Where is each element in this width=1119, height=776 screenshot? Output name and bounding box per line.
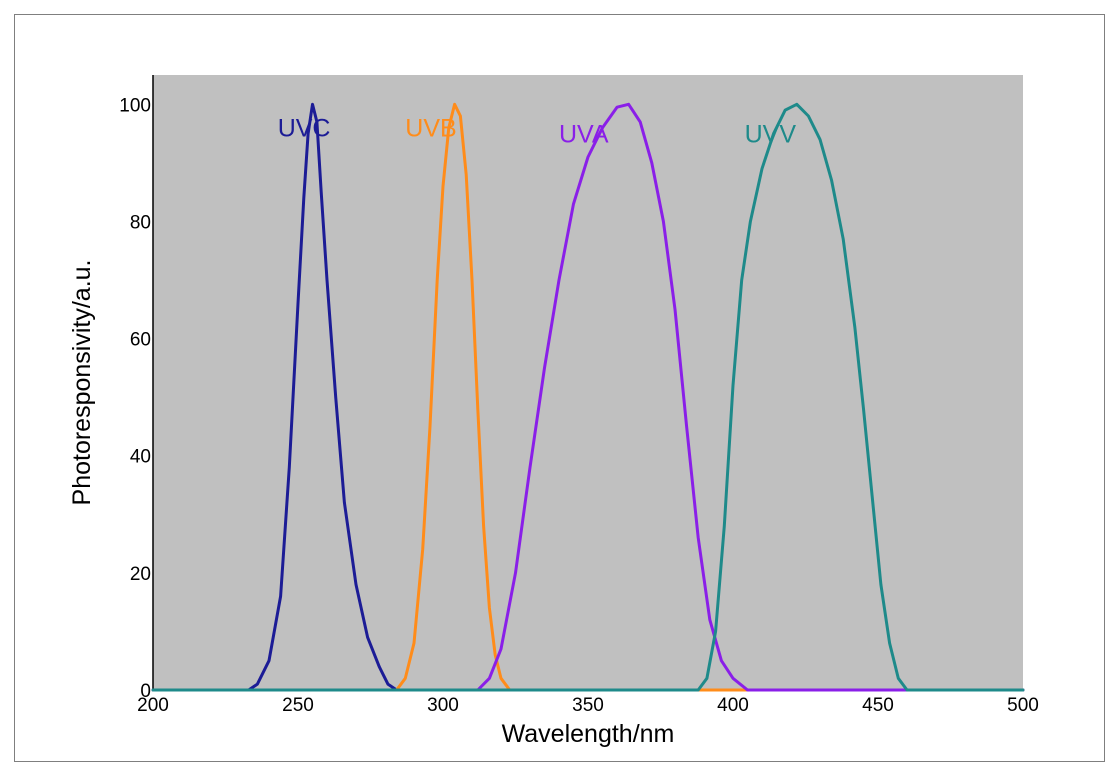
- y-tick-label: 20: [130, 564, 151, 585]
- x-tick-label: 300: [427, 695, 459, 716]
- series-line-uvc: [151, 102, 1025, 692]
- x-tick-label: 350: [572, 695, 604, 716]
- series-line-uvb: [151, 102, 1025, 692]
- y-tick-label: 0: [140, 681, 151, 702]
- y-tick-label: 80: [130, 212, 151, 233]
- y-tick-label: 60: [130, 330, 151, 351]
- series-group: [151, 102, 1025, 692]
- series-label-uvb: UVB: [405, 115, 456, 143]
- y-ticks: 0 20 40 60 80 100: [119, 95, 151, 702]
- x-tick-label: 250: [282, 695, 314, 716]
- x-ticks: 200 250 300 350 400 450 500: [137, 695, 1039, 716]
- x-tick-label: 200: [137, 695, 169, 716]
- x-axis-title: Wavelength/nm: [502, 720, 675, 748]
- series-labels: UVC UVB UVA UVV: [278, 115, 797, 149]
- x-tick-label: 400: [717, 695, 749, 716]
- series-label-uva: UVA: [559, 121, 609, 149]
- series-label-uvv: UVV: [745, 121, 797, 149]
- x-tick-label: 500: [1007, 695, 1039, 716]
- series-label-uvc: UVC: [278, 115, 331, 143]
- plot-background: [153, 75, 1023, 690]
- series-line-uvv: [151, 102, 1025, 692]
- series-line-uva: [151, 102, 1025, 692]
- y-axis-title: Photoresponsivity/a.u.: [68, 260, 96, 506]
- y-tick-label: 40: [130, 447, 151, 468]
- y-tick-label: 100: [119, 95, 151, 116]
- x-tick-label: 450: [862, 695, 894, 716]
